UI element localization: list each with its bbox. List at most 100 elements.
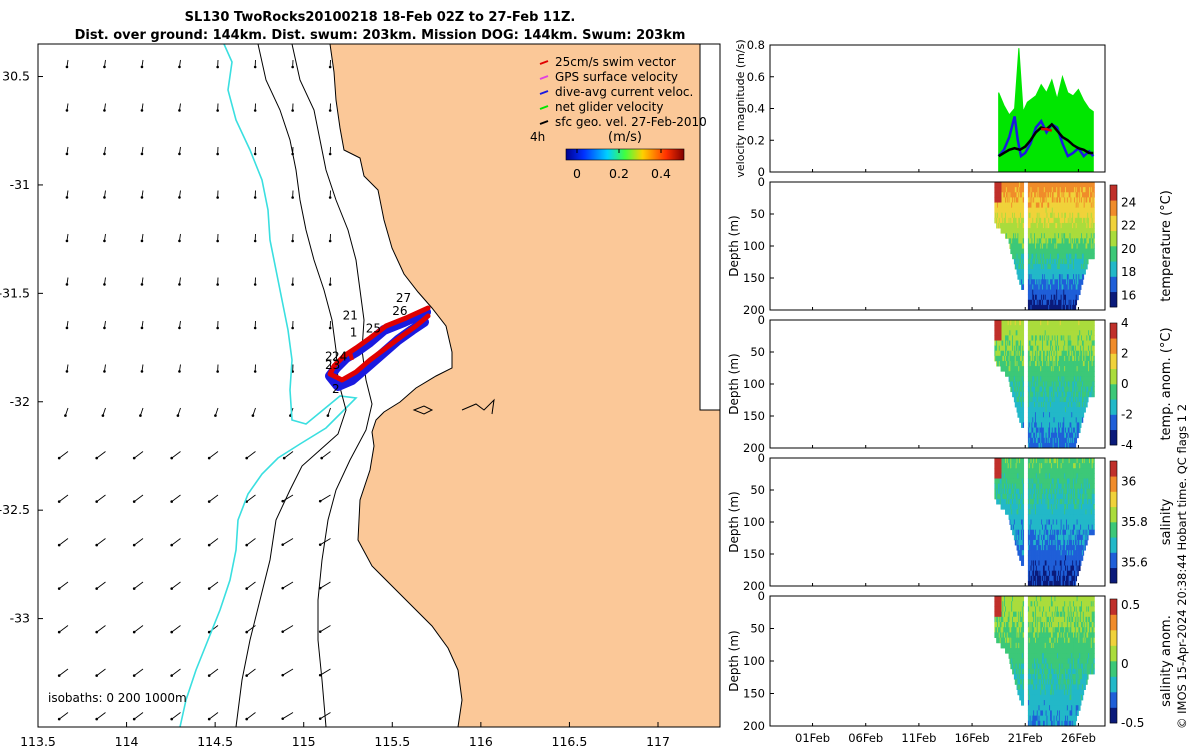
heatmap-cell: [1049, 427, 1051, 434]
heatmap-cell: [1033, 294, 1035, 301]
heatmap-cell: [1038, 437, 1040, 444]
heatmap-cell: [1058, 192, 1060, 198]
heatmap-cell: [1011, 350, 1013, 357]
heatmap-cell: [1045, 187, 1047, 193]
heatmap-cell: [1000, 202, 1002, 208]
heatmap-cell: [1090, 182, 1093, 188]
heatmap-cell: [1005, 345, 1007, 352]
heatmap-cell: [1039, 187, 1041, 193]
heatmap-cell: [1060, 238, 1062, 244]
heatmap-cell: [1051, 366, 1054, 372]
heatmap-cell: [1044, 269, 1047, 275]
heatmap-cell: [1046, 233, 1048, 239]
heatmap-cell: [1042, 253, 1045, 260]
heatmap-cell: [1076, 207, 1078, 214]
heatmap-cell: [1036, 182, 1039, 188]
heatmap-cell: [1020, 391, 1023, 398]
heatmap-cell: [1044, 233, 1047, 239]
heatmap-cell: [1075, 233, 1078, 239]
heatmap-cell: [1048, 360, 1050, 367]
heatmap-cell: [1030, 192, 1032, 198]
heatmap-cell: [1058, 325, 1060, 331]
heatmap-cell: [997, 222, 1000, 229]
heatmap-cell: [1045, 350, 1047, 357]
heatmap-cell: [1042, 442, 1045, 449]
heatmap-cell: [1054, 432, 1056, 439]
heatmap-cell: [1033, 269, 1035, 275]
current-arrow-head: [207, 717, 211, 721]
heatmap-cell: [1005, 371, 1008, 377]
heatmap-cell: [1078, 263, 1080, 270]
heatmap-cell: [1010, 212, 1012, 219]
heatmap-cell: [1044, 320, 1047, 326]
heatmap-cell: [1058, 437, 1060, 444]
heatmap-cell: [1035, 381, 1038, 387]
heatmap-cell: [1034, 243, 1036, 249]
heatmap-cell: [1044, 401, 1047, 408]
heatmap-cell: [1010, 350, 1012, 357]
heatmap-cell: [1077, 192, 1079, 198]
heatmap-cell: [1034, 299, 1037, 306]
heatmap-cell: [1045, 371, 1047, 377]
heatmap-cell: [1046, 350, 1048, 357]
heatmap-cell: [1057, 248, 1059, 255]
heatmap-cell: [1051, 217, 1054, 224]
heatmap-cell: [1085, 222, 1087, 229]
heatmap-cell: [1035, 274, 1038, 280]
heatmap-cell: [1058, 228, 1061, 234]
heatmap-cell: [1058, 274, 1060, 280]
heatmap-cell: [1028, 422, 1031, 428]
heatmap-cell: [1077, 212, 1079, 219]
heatmap-cell: [1058, 294, 1060, 301]
current-arrow: [171, 668, 181, 676]
heatmap-cell: [1035, 182, 1038, 188]
heatmap-cell: [1005, 192, 1007, 198]
heatmap-cell: [995, 197, 997, 203]
heatmap-cell: [994, 325, 996, 331]
heatmap-cell: [1029, 304, 1031, 311]
heatmap-cell: [1005, 325, 1007, 331]
current-arrow-head: [170, 674, 173, 677]
heatmap-cell: [1034, 417, 1037, 423]
heatmap-cell: [996, 335, 998, 341]
heatmap-cell: [1056, 243, 1058, 249]
heatmap-cell: [1004, 355, 1006, 362]
heatmap-cell: [1085, 202, 1087, 208]
heatmap-cell: [1034, 335, 1036, 341]
heatmap-cell: [1047, 212, 1049, 219]
heatmap-cell: [1033, 350, 1035, 357]
heatmap-cell: [1034, 289, 1037, 296]
heatmap-cell: [1042, 350, 1044, 357]
heatmap-cell: [1009, 192, 1011, 198]
heatmap-cell: [1034, 222, 1037, 229]
heatmap-cell: [1057, 304, 1059, 311]
heatmap-cell: [1083, 233, 1086, 239]
heatmap-cell: [1027, 243, 1030, 249]
heatmap-cell: [1020, 253, 1023, 260]
heatmap-cell: [1054, 350, 1056, 357]
heatmap-cell: [1054, 320, 1056, 326]
heatmap-cell: [1029, 371, 1031, 377]
heatmap-cell: [1058, 386, 1060, 393]
heatmap-cell: [1002, 345, 1004, 352]
heatmap-cell: [1064, 304, 1066, 311]
heatmap-cell: [1070, 238, 1072, 244]
heatmap-cell: [1070, 243, 1072, 249]
heatmap-cell: [1080, 228, 1082, 234]
panel-frame: [769, 44, 1106, 173]
heatmap-cell: [1086, 228, 1088, 234]
heatmap-cell: [1045, 212, 1047, 219]
heatmap-cell: [1056, 279, 1058, 285]
heatmap-cell: [1047, 366, 1049, 372]
heatmap-cell: [1020, 233, 1023, 239]
current-arrow-head: [140, 109, 144, 112]
current-arrow-head: [101, 414, 105, 417]
heatmap-cell: [1058, 422, 1060, 428]
heatmap-cell: [1046, 274, 1048, 280]
heatmap-cell: [1033, 299, 1035, 306]
heatmap-cell: [1037, 233, 1039, 239]
heatmap-cell: [1015, 202, 1017, 208]
heatmap-cell: [1089, 192, 1091, 198]
heatmap-cell: [1016, 258, 1018, 265]
heatmap-cell: [1034, 284, 1036, 290]
